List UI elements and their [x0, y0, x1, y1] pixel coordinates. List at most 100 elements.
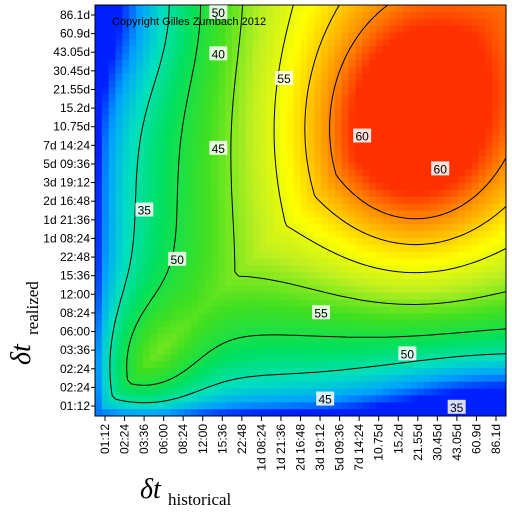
heatmap-cell — [355, 18, 363, 27]
heatmap-cell — [115, 121, 123, 129]
heatmap-cell — [279, 237, 288, 246]
heatmap-cell — [348, 5, 356, 13]
heatmap-cell — [341, 368, 350, 376]
heatmap-cell — [362, 381, 370, 390]
heatmap-cell — [314, 148, 322, 157]
heatmap-cell — [444, 231, 452, 239]
heatmap-cell — [327, 66, 336, 75]
heatmap-cell — [382, 381, 391, 390]
heatmap-cell — [444, 142, 452, 150]
heatmap-cell — [245, 135, 254, 143]
heatmap-cell — [273, 251, 281, 260]
heatmap-cell — [348, 388, 356, 397]
heatmap-cell — [416, 25, 425, 33]
heatmap-cell — [410, 169, 418, 177]
heatmap-cell — [321, 402, 329, 410]
heatmap-cell — [362, 340, 370, 349]
heatmap-cell — [252, 231, 260, 239]
heatmap-cell — [218, 217, 226, 225]
heatmap-cell — [293, 46, 302, 54]
heatmap-cell — [423, 265, 432, 273]
x-tick-label: 60.9d — [469, 424, 483, 454]
heatmap-cell — [410, 128, 418, 136]
heatmap-cell — [273, 142, 281, 150]
heatmap-cell — [321, 155, 329, 164]
heatmap-cell — [430, 326, 439, 335]
heatmap-cell — [369, 347, 377, 355]
heatmap-cell — [430, 39, 439, 47]
heatmap-cell — [348, 169, 356, 177]
heatmap-cell — [369, 320, 377, 328]
heatmap-cell — [300, 210, 308, 218]
heatmap-cell — [218, 196, 226, 205]
heatmap-cell — [259, 409, 267, 416]
heatmap-cell — [211, 176, 219, 184]
heatmap-cell — [321, 73, 329, 81]
heatmap-cell — [410, 258, 418, 266]
y-tick-label: 03:36 — [60, 343, 90, 357]
y-tick-label: 02:24 — [60, 362, 90, 376]
heatmap-cell — [314, 361, 322, 369]
heatmap-cell — [327, 285, 336, 294]
heatmap-cell — [471, 107, 480, 116]
heatmap-cell — [300, 11, 308, 20]
heatmap-cell — [266, 210, 274, 218]
heatmap-cell — [238, 244, 247, 253]
heatmap-cell — [149, 128, 158, 136]
heatmap-cell — [122, 299, 130, 307]
heatmap-cell — [115, 306, 123, 314]
heatmap-cell — [149, 52, 158, 61]
heatmap-cell — [184, 11, 192, 20]
heatmap-cell — [369, 73, 377, 81]
heatmap-cell — [423, 87, 432, 95]
heatmap-cell — [300, 73, 308, 81]
heatmap-cell — [286, 169, 295, 177]
heatmap-cell — [238, 11, 247, 20]
heatmap-cell — [108, 279, 117, 287]
heatmap-cell — [122, 94, 130, 102]
heatmap-cell — [170, 320, 178, 328]
heatmap-cell — [218, 107, 226, 116]
heatmap-cell — [129, 374, 137, 383]
heatmap-cell — [238, 320, 247, 328]
heatmap-cell — [492, 361, 500, 369]
heatmap-cell — [232, 237, 240, 246]
heatmap-cell — [293, 354, 302, 362]
heatmap-cell — [170, 285, 178, 294]
heatmap-cell — [416, 292, 425, 301]
heatmap-cell — [416, 18, 425, 27]
heatmap-cell — [458, 326, 466, 335]
heatmap-cell — [238, 237, 247, 246]
heatmap-cell — [416, 176, 425, 184]
heatmap-cell — [423, 59, 432, 68]
heatmap-cell — [163, 313, 171, 321]
heatmap-cell — [129, 162, 137, 170]
heatmap-cell — [362, 374, 370, 383]
heatmap-cell — [204, 285, 213, 294]
heatmap-cell — [273, 52, 281, 61]
heatmap-cell — [142, 217, 151, 225]
heatmap-cell — [485, 5, 493, 13]
heatmap-cell — [184, 135, 192, 143]
heatmap-cell — [430, 107, 439, 116]
heatmap-cell — [492, 32, 500, 40]
contour-lines — [109, 5, 506, 404]
heatmap-cell — [341, 176, 350, 184]
heatmap-cell — [471, 66, 480, 75]
heatmap-cell — [197, 114, 206, 123]
heatmap-cell — [252, 203, 260, 212]
heatmap-cell — [485, 354, 493, 362]
heatmap-cell — [307, 326, 315, 335]
heatmap-cell — [115, 176, 123, 184]
heatmap-cell — [437, 39, 445, 47]
heatmap-cell — [362, 313, 370, 321]
heatmap-cell — [149, 388, 158, 397]
heatmap-cell — [410, 18, 418, 27]
heatmap-cell — [403, 326, 411, 335]
heatmap-cell — [293, 128, 302, 136]
heatmap-cell — [170, 94, 178, 102]
heatmap-cell — [149, 148, 158, 157]
heatmap-cell — [416, 66, 425, 75]
heatmap-cell — [190, 196, 199, 205]
heatmap-cell — [252, 107, 260, 116]
